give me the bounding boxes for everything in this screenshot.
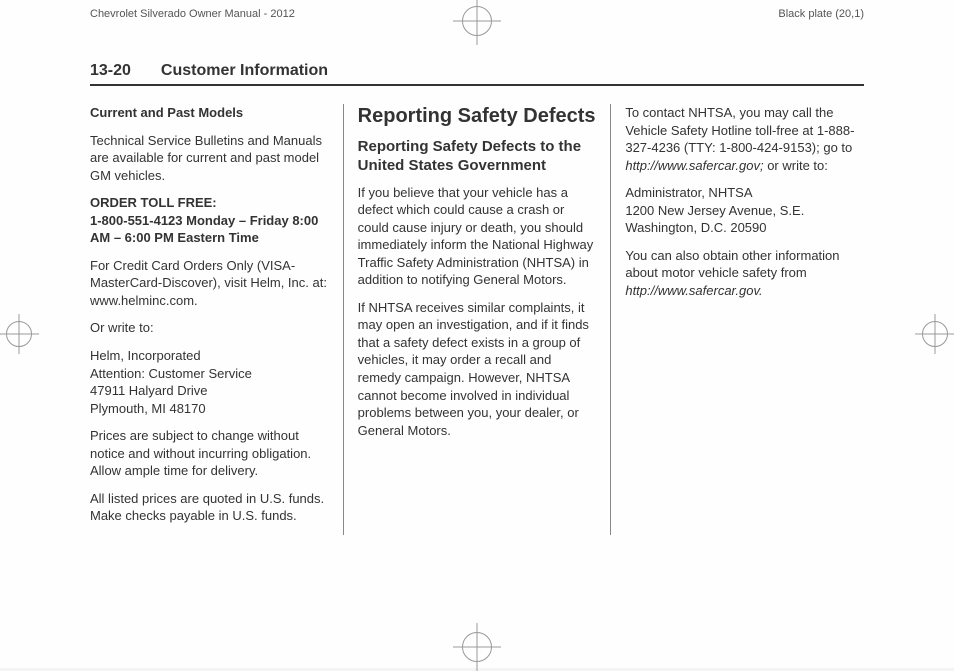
body-text: You can also obtain other information ab…	[625, 247, 864, 300]
body-text: Prices are subject to change without not…	[90, 427, 329, 480]
page-number: 13-20	[90, 62, 131, 80]
address-line: 1200 New Jersey Avenue, S.E.	[625, 203, 804, 218]
url-text: http://www.safercar.gov.	[625, 283, 762, 298]
body-text: If NHTSA receives similar complaints, it…	[358, 299, 597, 439]
subheading-us-gov: Reporting Safety Defects to the United S…	[358, 138, 597, 176]
body-text: For Credit Card Orders Only (VISA-Master…	[90, 257, 329, 310]
crop-mark-top	[462, 6, 492, 36]
address-line: Washington, D.C. 20590	[625, 220, 766, 235]
body-text: All listed prices are quoted in U.S. fun…	[90, 490, 329, 525]
column-1: Current and Past Models Technical Servic…	[90, 104, 343, 535]
url-text: http://www.safercar.gov;	[625, 158, 763, 173]
text-span: or write to:	[764, 158, 828, 173]
address-block: Administrator, NHTSA 1200 New Jersey Ave…	[625, 184, 864, 237]
text-span: To contact NHTSA, you may call the Vehic…	[625, 105, 854, 155]
address-line: Attention: Customer Service	[90, 366, 252, 381]
section-header: 13-20 Customer Information	[90, 62, 864, 86]
content-columns: Current and Past Models Technical Servic…	[90, 104, 864, 535]
address-line: Helm, Incorporated	[90, 348, 201, 363]
manual-page: Chevrolet Silverado Owner Manual - 2012 …	[0, 0, 954, 668]
subheading-models: Current and Past Models	[90, 104, 329, 122]
address-line: Plymouth, MI 48170	[90, 401, 206, 416]
address-block: Helm, Incorporated Attention: Customer S…	[90, 347, 329, 417]
order-phone: 1-800-551-4123 Monday – Friday 8:00 AM –…	[90, 213, 318, 246]
section-title: Customer Information	[161, 62, 328, 80]
heading-reporting: Reporting Safety Defects	[358, 104, 597, 128]
body-text: Or write to:	[90, 319, 329, 337]
crop-mark-bottom	[462, 632, 492, 662]
body-text: To contact NHTSA, you may call the Vehic…	[625, 104, 864, 174]
text-span: You can also obtain other information ab…	[625, 248, 839, 281]
header-right: Black plate (20,1)	[778, 8, 864, 20]
crop-mark-right	[922, 321, 948, 347]
address-line: Administrator, NHTSA	[625, 185, 752, 200]
crop-mark-left	[6, 321, 32, 347]
body-text: If you believe that your vehicle has a d…	[358, 184, 597, 289]
order-label: ORDER TOLL FREE:	[90, 195, 217, 210]
column-2: Reporting Safety Defects Reporting Safet…	[343, 104, 611, 535]
header-left: Chevrolet Silverado Owner Manual - 2012	[90, 8, 295, 20]
address-line: 47911 Halyard Drive	[90, 383, 208, 398]
body-text: Technical Service Bulletins and Manuals …	[90, 132, 329, 185]
column-3: To contact NHTSA, you may call the Vehic…	[610, 104, 864, 535]
order-info: ORDER TOLL FREE: 1-800-551-4123 Monday –…	[90, 194, 329, 247]
